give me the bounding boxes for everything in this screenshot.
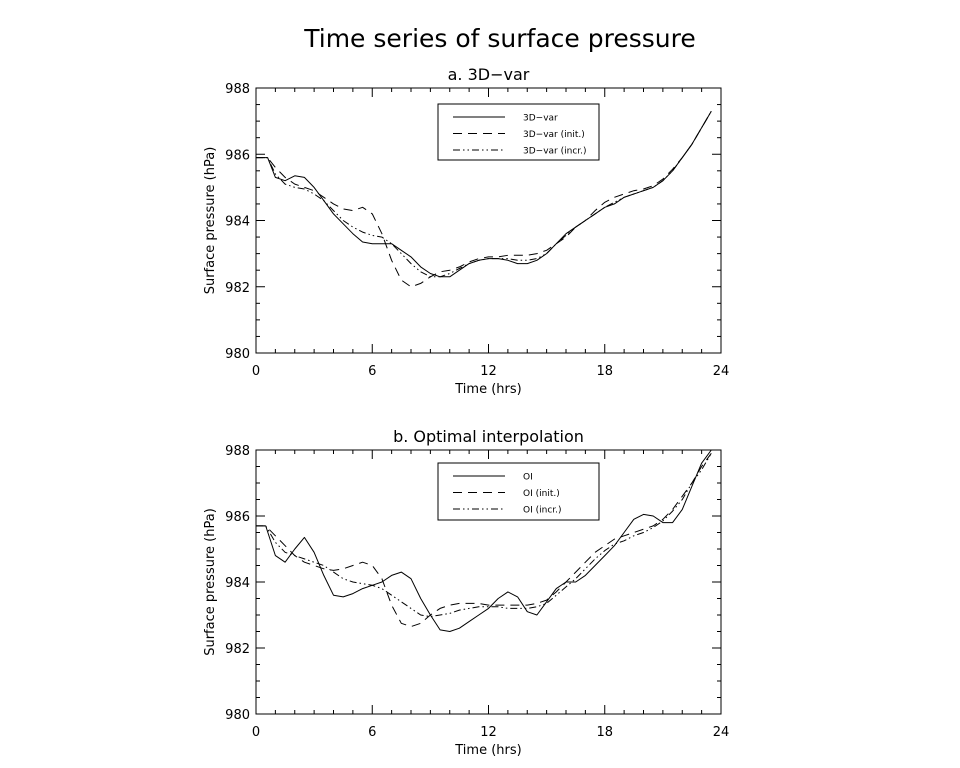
x-tick-label: 12 xyxy=(480,364,497,379)
legend-label: OI (incr.) xyxy=(523,506,562,516)
x-tick-label: 6 xyxy=(368,364,376,379)
x-tick-label: 0 xyxy=(252,725,260,740)
legend-label: 3D−var (incr.) xyxy=(523,147,587,157)
panel-title: a. 3D−var xyxy=(448,65,530,84)
x-axis-label: Time (hrs) xyxy=(454,382,521,397)
series-line-1 xyxy=(256,449,712,632)
legend-box xyxy=(437,462,600,521)
panel-title: b. Optimal interpolation xyxy=(393,427,584,446)
y-tick-label: 980 xyxy=(225,347,250,362)
series-line-2 xyxy=(256,110,712,288)
legend-label: OI (init.) xyxy=(523,489,560,499)
x-tick-label: 0 xyxy=(252,364,260,379)
y-tick-label: 984 xyxy=(225,576,250,591)
y-tick-label: 988 xyxy=(225,444,250,459)
legend-label: 3D−var xyxy=(523,114,558,124)
y-axis-label: Surface pressure (hPa) xyxy=(203,147,218,295)
y-axis-label: Surface pressure (hPa) xyxy=(203,508,218,656)
x-tick-label: 6 xyxy=(368,725,376,740)
y-tick-label: 984 xyxy=(225,215,250,230)
y-tick-label: 982 xyxy=(225,281,250,296)
panel-3dvar: a. 3D−var 0 6 12 18 24 980 982 984 986 988 Time (hr… xyxy=(203,65,729,397)
y-tick-label: 982 xyxy=(225,642,250,657)
x-tick-label: 24 xyxy=(713,364,730,379)
series-line-2 xyxy=(256,453,712,628)
y-tick-label: 988 xyxy=(225,82,250,97)
series-line-3 xyxy=(256,453,712,618)
legend-label: 3D−var (init.) xyxy=(523,130,585,140)
y-tick-label: 980 xyxy=(225,708,250,723)
panel-optimal-interpolation: b. Optimal interpolation 0 6 12 18 24 980 982 98… xyxy=(203,427,729,758)
series-line-3 xyxy=(256,110,712,278)
x-axis-label: Time (hrs) xyxy=(454,743,521,758)
y-tick-label: 986 xyxy=(225,148,250,163)
legend-label: OI xyxy=(523,473,533,483)
y-tick-label: 986 xyxy=(225,510,250,525)
x-tick-label: 18 xyxy=(596,725,613,740)
legend-box xyxy=(437,103,600,161)
x-tick-label: 18 xyxy=(596,364,613,379)
x-tick-label: 24 xyxy=(713,725,730,740)
figure-title: Time series of surface pressure xyxy=(304,24,696,53)
x-tick-label: 12 xyxy=(480,725,497,740)
